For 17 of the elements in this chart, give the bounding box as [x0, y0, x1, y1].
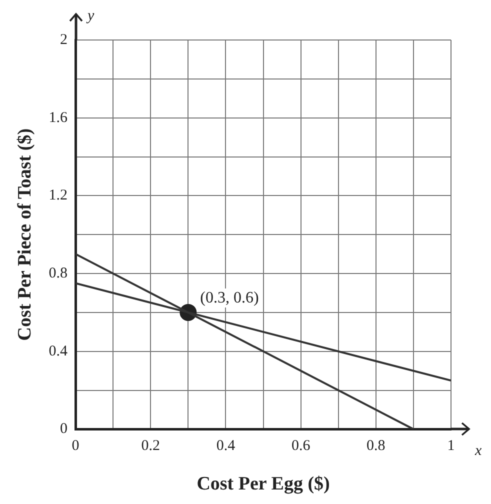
y-tick-label: 0.8 [48, 265, 68, 282]
y-tick-label: 2 [60, 32, 68, 48]
y-tick-label: 1.2 [48, 188, 68, 204]
x-tick-label: 0 [72, 438, 80, 454]
y-tick-label: 1.6 [48, 110, 68, 126]
x-tick-label: 0.2 [141, 438, 160, 454]
y-axis-title: Cost Per Piece of Toast ($) [14, 128, 36, 341]
x-tick-label: 0.6 [291, 438, 311, 454]
x-axis-title: Cost Per Egg ($) [196, 474, 330, 495]
x-tick-label: 1 [447, 438, 455, 454]
text: x [474, 443, 482, 460]
x-tick-label: 0.4 [216, 438, 236, 454]
text: y [86, 8, 95, 24]
annotation: (0.3, 0.6) [200, 290, 259, 307]
x-tick-label: 0.8 [366, 438, 386, 454]
y-tick-label: 0.4 [48, 343, 68, 360]
y-tick-label: 0 [60, 421, 68, 438]
